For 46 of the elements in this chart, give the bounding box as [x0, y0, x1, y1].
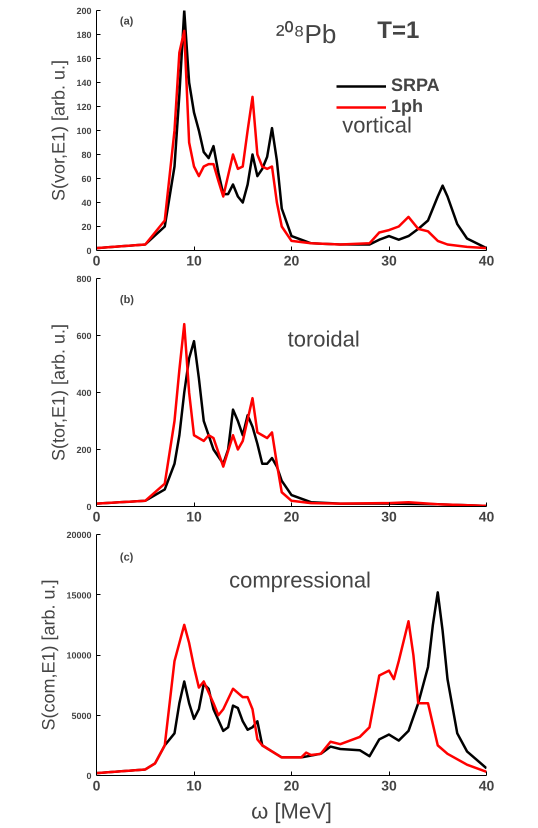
- y-tick-label: 20000: [66, 530, 92, 540]
- y-tick-label: 180: [76, 30, 92, 40]
- x-tick-label: 10: [186, 508, 202, 524]
- x-tick-label: 40: [478, 252, 494, 268]
- legend-label: SRPA: [391, 75, 440, 96]
- y-tick-label: 100: [76, 126, 92, 136]
- x-tick-label: 10: [186, 778, 202, 794]
- y-tick-label: 200: [76, 6, 92, 16]
- y-tick-label: 140: [76, 78, 92, 88]
- x-tick-label: 20: [284, 508, 300, 524]
- x-tick-label: 30: [381, 778, 397, 794]
- x-tick-label: 30: [381, 252, 397, 268]
- y-tick-label: 200: [76, 445, 92, 455]
- y-tick-label: 5000: [71, 710, 92, 721]
- y-tick-label: 10000: [66, 650, 92, 660]
- annotation: toroidal: [288, 326, 360, 352]
- annotation: (c): [120, 551, 134, 564]
- annotation: (a): [120, 15, 134, 28]
- y-tick-label: 120: [76, 102, 92, 112]
- y-tick-label: 0: [86, 502, 92, 512]
- y-tick-label: 0: [86, 246, 92, 256]
- y-axis-title: S(tor,E1) [arb. u.]: [48, 324, 68, 462]
- y-tick-label: 600: [76, 331, 92, 341]
- x-tick-label: 30: [381, 508, 397, 524]
- x-tick-label: 40: [478, 778, 494, 794]
- y-tick-label: 0: [86, 771, 92, 781]
- y-tick-label: 80: [81, 150, 92, 160]
- x-tick-label: 10: [186, 252, 202, 268]
- annotation: (b): [120, 294, 134, 306]
- y-axis-title: S(com,E1) [arb. u.]: [38, 579, 58, 731]
- x-axis-title: ω [MeV]: [251, 798, 332, 824]
- y-tick-label: 800: [76, 274, 92, 284]
- y-tick-label: 40: [81, 198, 92, 208]
- annotation: T=1: [377, 17, 420, 44]
- y-tick-label: 60: [81, 174, 92, 184]
- x-tick-label: 20: [284, 778, 300, 794]
- x-tick-label: 40: [478, 508, 494, 524]
- legend-label: 1ph: [391, 96, 424, 116]
- y-tick-label: 15000: [66, 590, 92, 600]
- annotation: ²⁰⁸Pb: [276, 18, 336, 49]
- x-tick-label: 20: [284, 252, 300, 268]
- y-tick-label: 160: [76, 54, 92, 64]
- annotation: compressional: [229, 567, 371, 592]
- y-tick-label: 20: [81, 222, 92, 232]
- y-tick-label: 400: [76, 388, 92, 398]
- y-axis-title: S(vor,E1) [arb. u.]: [48, 60, 68, 202]
